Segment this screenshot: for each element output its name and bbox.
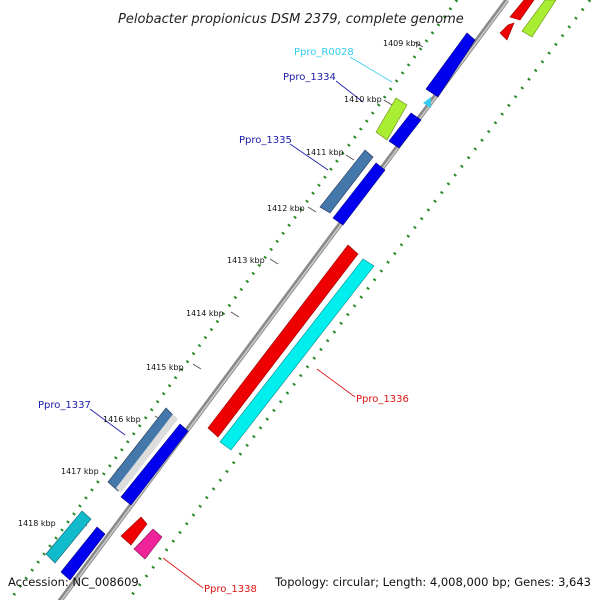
gene-label-ppro-1334[interactable]: Ppro_1334 bbox=[283, 72, 336, 83]
tick-label: 1411 kbp bbox=[306, 148, 344, 157]
tick-label: 1409 kbp bbox=[383, 39, 421, 48]
gene-label-ppro-1335[interactable]: Ppro_1335 bbox=[239, 135, 292, 146]
gene-labels: Ppro_R0028 Ppro_1334 Ppro_1335 Ppro_1336… bbox=[38, 47, 409, 595]
leader-line-1337 bbox=[89, 408, 126, 436]
feature-red-top bbox=[509, 0, 535, 21]
feature-cyan-r0028 bbox=[423, 97, 431, 108]
leader-lines bbox=[89, 56, 393, 589]
feature-steel-1335 bbox=[319, 149, 374, 214]
feature-steel-1337 bbox=[107, 407, 176, 492]
leader-line-r0028 bbox=[349, 56, 393, 83]
leader-line-1338 bbox=[162, 557, 204, 589]
backbone-tick bbox=[383, 99, 393, 106]
features bbox=[45, 0, 557, 581]
backbone-tick bbox=[269, 258, 279, 265]
map-title: Pelobacter propionicus DSM 2379, complet… bbox=[118, 12, 464, 27]
tick-label: 1416 kbp bbox=[103, 415, 141, 424]
gene-label-ppro-1338[interactable]: Ppro_1338 bbox=[204, 584, 257, 595]
guide-line-inner bbox=[126, 0, 592, 600]
accession-text: Accession: NC_008609 bbox=[8, 575, 139, 589]
tick-label: 1417 kbp bbox=[61, 467, 99, 476]
backbone-tick bbox=[230, 311, 240, 318]
gene-label-ppro-1336[interactable]: Ppro_1336 bbox=[356, 394, 409, 405]
leader-line-1336 bbox=[316, 368, 356, 398]
feature-red-arrow-top bbox=[499, 22, 515, 41]
guide-line-outer bbox=[8, 0, 459, 600]
tick-label: 1415 kbp bbox=[146, 363, 184, 372]
tick-label: 1418 kbp bbox=[18, 519, 56, 528]
feature-lime-top bbox=[521, 0, 557, 38]
feature-pink-1338 bbox=[133, 528, 163, 560]
backbone-tick bbox=[414, 41, 424, 48]
gene-label-ppro-1337[interactable]: Ppro_1337 bbox=[38, 400, 91, 411]
backbone-tick bbox=[192, 363, 202, 370]
feature-blue-1337 bbox=[120, 423, 189, 506]
feature-blue-1334b bbox=[388, 112, 422, 149]
feature-red-1338 bbox=[120, 516, 148, 546]
leader-line-1334 bbox=[335, 80, 364, 103]
feature-grey-1337 bbox=[116, 414, 178, 493]
gene-label-ppro-r0028[interactable]: Ppro_R0028 bbox=[294, 47, 354, 58]
feature-cyan-1336 bbox=[219, 258, 375, 451]
leader-line-1335 bbox=[289, 143, 329, 171]
tick-label: 1410 kbp bbox=[344, 95, 382, 104]
tick-label: 1412 kbp bbox=[267, 204, 305, 213]
feature-blue-1334a bbox=[425, 32, 476, 98]
feature-blue-1335 bbox=[332, 162, 386, 226]
genome-summary-text: Topology: circular; Length: 4,008,000 bp… bbox=[274, 575, 591, 589]
backbone-tick bbox=[345, 154, 355, 161]
backbone-tick bbox=[307, 206, 317, 213]
feature-teal-1338a bbox=[45, 510, 92, 564]
feature-blue-1338a bbox=[60, 526, 106, 581]
feature-lime-1334 bbox=[375, 97, 408, 141]
tick-label: 1414 kbp bbox=[186, 309, 224, 318]
tick-labels: 1409 kbp 1410 kbp 1411 kbp 1412 kbp 1413… bbox=[18, 39, 421, 528]
tick-label: 1413 kbp bbox=[227, 256, 265, 265]
feature-red-1336 bbox=[207, 244, 359, 438]
